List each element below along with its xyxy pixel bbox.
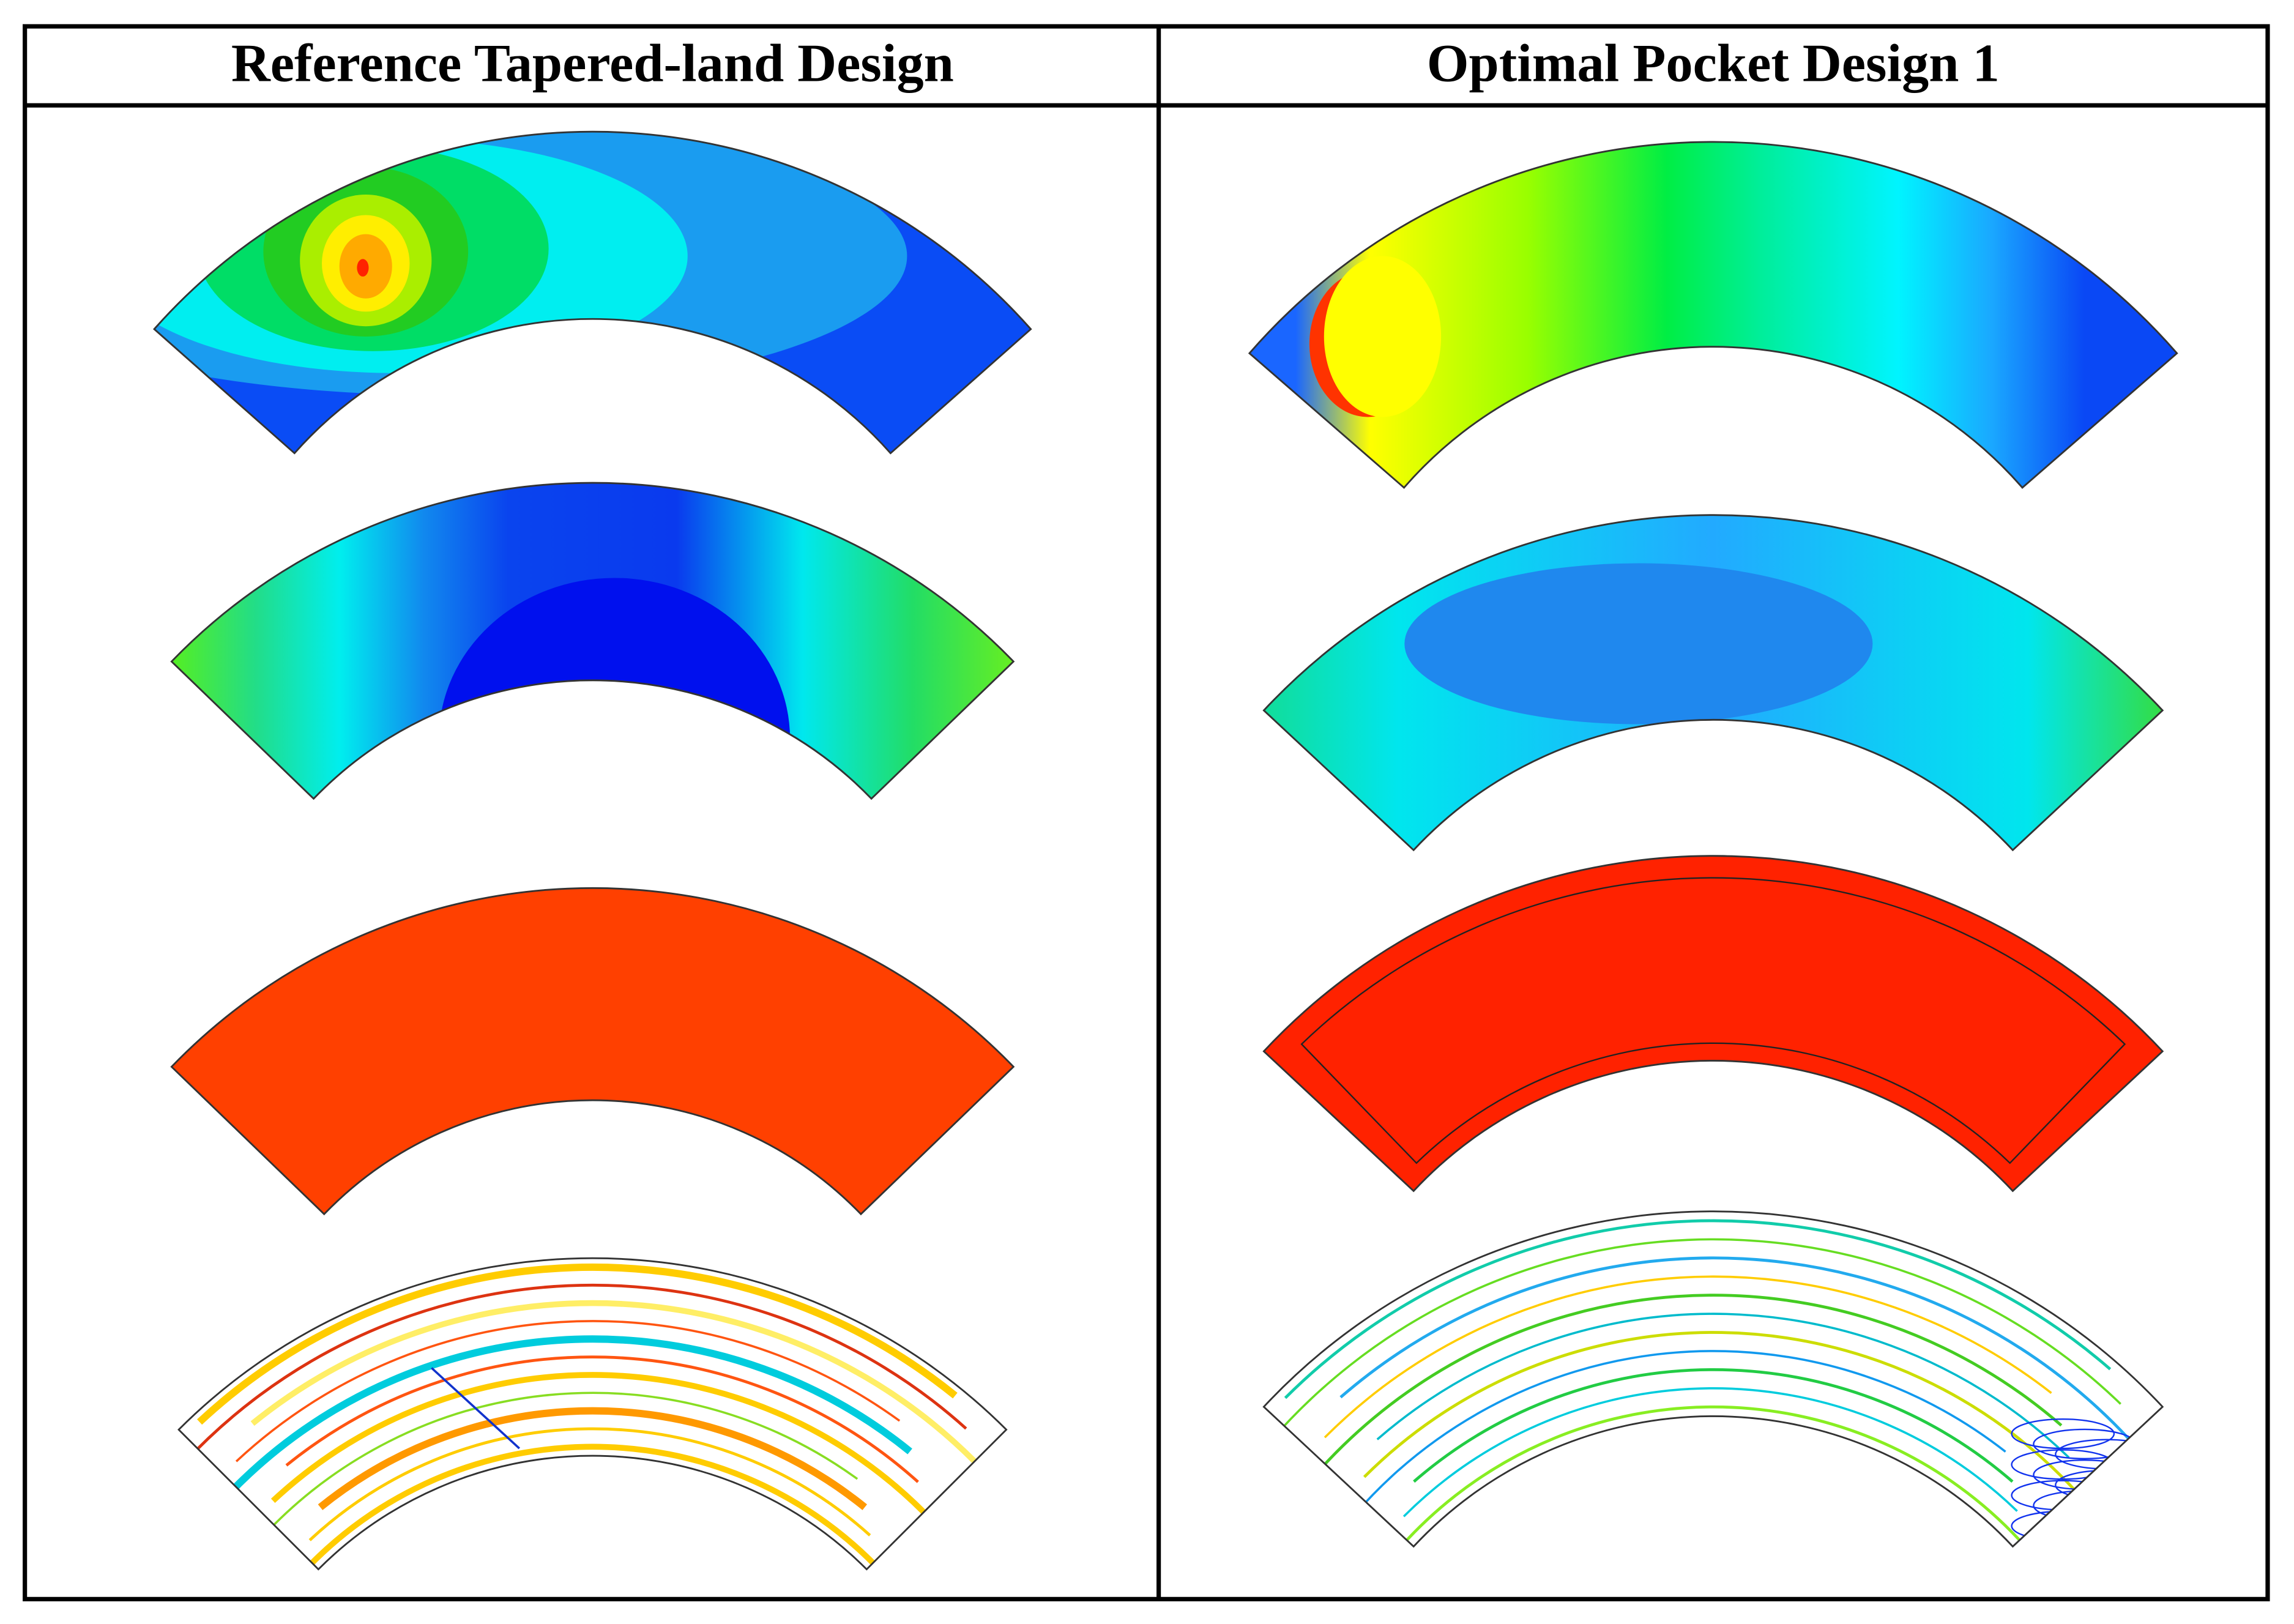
streamline (1402, 1387, 2018, 1518)
streamline-vortex (2055, 1500, 2159, 1532)
streamline (308, 1427, 871, 1541)
streamline (262, 1391, 858, 1537)
column-header: Optimal Pocket Design 1 (1427, 34, 2000, 94)
streamline-vortex (2033, 1521, 2137, 1547)
streamline (300, 1443, 876, 1570)
plot-outline (1248, 141, 2178, 489)
plot-fill (1264, 1211, 2163, 1547)
contour-plot (170, 482, 1015, 800)
contour-plot (177, 1257, 1008, 1571)
contour-plot (1262, 855, 2164, 1193)
plot-outline (1262, 855, 2164, 1193)
streamline (1339, 1256, 2130, 1440)
plot-outline (153, 130, 1032, 455)
plot-detail (1404, 563, 1873, 724)
streamline (431, 1367, 520, 1450)
streamline (183, 1283, 967, 1464)
contour-band (1404, 563, 1873, 724)
streamline (285, 1355, 919, 1483)
contour-plot (1262, 1210, 2164, 1548)
plot-detail (1309, 256, 1442, 417)
streamline (1354, 1350, 2006, 1516)
streamline (1284, 1219, 2112, 1399)
panels (153, 130, 2178, 1571)
table-border (23, 24, 2270, 1601)
plot-detail (1300, 877, 2126, 1164)
streamline (197, 1263, 958, 1425)
streamline (270, 1372, 926, 1514)
pocket-outline (1300, 877, 2126, 1164)
streamline-vortex (2011, 1418, 2115, 1450)
streamline (1363, 1331, 2076, 1491)
streamline (318, 1407, 867, 1510)
contour-plot (1248, 141, 2178, 489)
plot-detail (183, 1263, 977, 1570)
streamline (1270, 1238, 2121, 1442)
contour-plot (153, 130, 1032, 455)
plot-outline (1262, 1210, 2164, 1548)
plot-outline (1262, 514, 2164, 852)
contour-plot (170, 887, 1015, 1216)
contour-band (439, 578, 791, 799)
plot-fill (1249, 141, 2177, 488)
plot-fill (171, 888, 1014, 1215)
streamline-vortex (2055, 1531, 2159, 1547)
streamline (1413, 1368, 2014, 1483)
plot-outline (170, 482, 1015, 800)
plot-fill (1264, 855, 2163, 1191)
streamline (1376, 1313, 2070, 1459)
streamline (1311, 1294, 2063, 1479)
streamline (250, 1300, 977, 1464)
streamline (1396, 1405, 2021, 1547)
contour-band (1324, 256, 1442, 417)
plot-outline (170, 887, 1015, 1216)
plot-detail (439, 578, 791, 799)
streamline (235, 1320, 901, 1462)
streamline (221, 1335, 912, 1502)
contour-band (357, 259, 369, 277)
streamline (1324, 1275, 2052, 1439)
plot-outline (177, 1257, 1008, 1571)
column-header: Reference Tapered-land Design (231, 34, 954, 94)
contour-plot (1262, 514, 2164, 852)
